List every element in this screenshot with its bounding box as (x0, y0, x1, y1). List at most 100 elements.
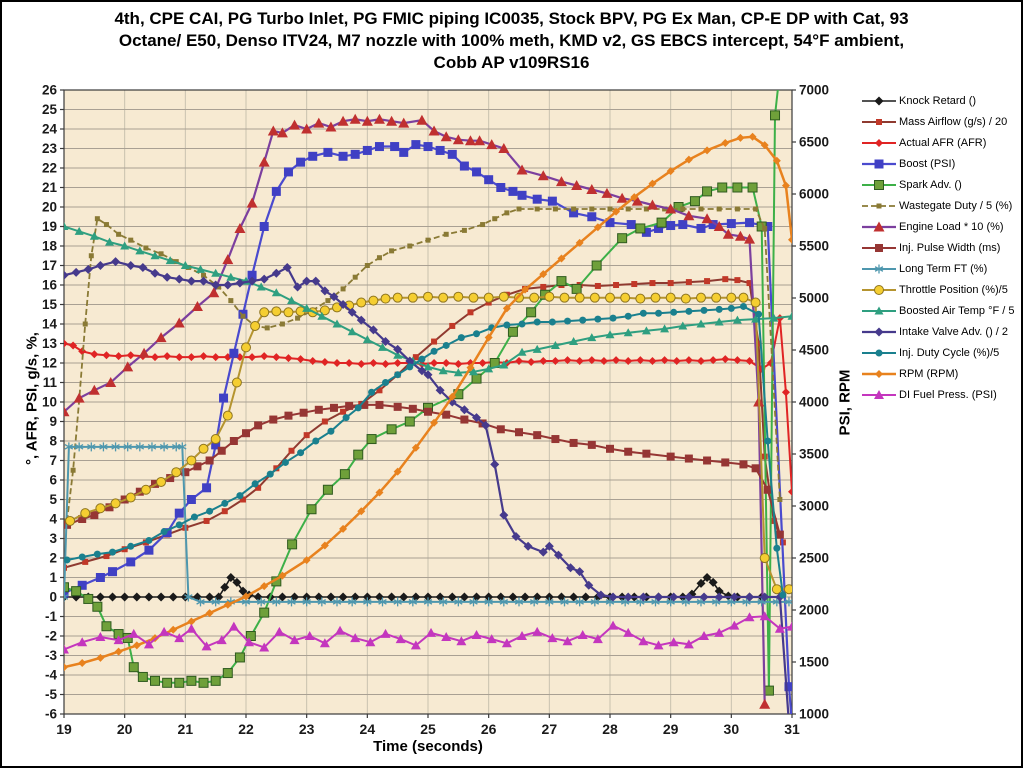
svg-text:3: 3 (49, 531, 57, 546)
legend-marker-icon (862, 118, 896, 125)
svg-text:4: 4 (49, 512, 57, 527)
legend-label: Wastegate Duty / 5 (%) (899, 199, 1013, 212)
series-di-fuel-press-psi- (64, 611, 792, 654)
legend-item: Inj. Pulse Width (ms) (862, 237, 1014, 258)
svg-text:12: 12 (42, 356, 57, 371)
series-throttle-position-5 (65, 291, 792, 595)
svg-text:5: 5 (49, 492, 57, 507)
legend-label: Intake Valve Adv. () / 2 (899, 325, 1009, 338)
svg-text:1500: 1500 (799, 655, 829, 670)
legend-item: Actual AFR (AFR) (862, 132, 1014, 153)
series-rpm-rpm- (64, 132, 792, 672)
legend-item: Boost (PSI) (862, 153, 1014, 174)
svg-text:24: 24 (360, 721, 376, 737)
svg-text:25: 25 (42, 102, 58, 117)
legend-item: Inj. Duty Cycle (%)/5 (862, 342, 1014, 363)
svg-text:28: 28 (602, 721, 618, 737)
legend-item: Mass Airflow (g/s) / 20 (862, 111, 1014, 132)
svg-text:2500: 2500 (799, 551, 829, 566)
legend-marker-icon (862, 159, 896, 168)
svg-text:15: 15 (42, 297, 58, 312)
svg-text:20: 20 (42, 200, 57, 215)
legend-marker-icon (862, 179, 896, 190)
svg-text:9: 9 (49, 414, 57, 429)
svg-text:18: 18 (42, 239, 58, 254)
legend-label: Boost (PSI) (899, 157, 956, 170)
legend-item: Knock Retard () (862, 90, 1014, 111)
svg-text:-1: -1 (45, 609, 57, 624)
series-boost-psi- (64, 140, 792, 714)
legend-marker-icon (862, 221, 896, 231)
svg-text:5000: 5000 (799, 291, 829, 306)
svg-text:21: 21 (178, 721, 194, 737)
svg-text:8: 8 (49, 434, 57, 449)
svg-text:3500: 3500 (799, 447, 829, 462)
svg-text:1000: 1000 (799, 707, 829, 722)
legend-marker-icon (862, 138, 896, 147)
legend-item: Intake Valve Adv. () / 2 (862, 321, 1014, 342)
svg-text:23: 23 (42, 141, 58, 156)
svg-text:19: 19 (56, 721, 72, 737)
legend-label: Throttle Position (%)/5 (899, 283, 1008, 296)
svg-text:-3: -3 (45, 648, 57, 663)
legend-label: RPM (RPM) (899, 367, 959, 380)
legend-marker-icon (862, 243, 896, 252)
legend-item: Engine Load * 10 (%) (862, 216, 1014, 237)
legend-marker-icon (862, 306, 896, 314)
legend-marker-icon (862, 327, 896, 336)
svg-text:26: 26 (481, 721, 497, 737)
series-intake-valve-adv-2 (64, 257, 790, 714)
legend-label: DI Fuel Press. (PSI) (899, 388, 997, 401)
svg-text:-5: -5 (45, 687, 57, 702)
x-axis-label: Time (seconds) (373, 738, 483, 755)
series-actual-afr-afr- (64, 314, 792, 496)
legend-marker-icon (862, 349, 896, 356)
svg-text:19: 19 (42, 219, 57, 234)
chart-title: 4th, CPE CAI, PG Turbo Inlet, PG FMIC pi… (114, 9, 909, 72)
svg-text:20: 20 (117, 721, 133, 737)
svg-text:29: 29 (663, 721, 679, 737)
legend-label: Inj. Pulse Width (ms) (899, 241, 1001, 254)
svg-text:22: 22 (42, 161, 57, 176)
legend-item: Throttle Position (%)/5 (862, 279, 1014, 300)
legend-marker-icon (862, 96, 896, 105)
svg-text:0: 0 (49, 590, 57, 605)
legend-item: DI Fuel Press. (PSI) (862, 384, 1014, 405)
svg-text:5500: 5500 (799, 239, 829, 254)
legend-label: Actual AFR (AFR) (899, 136, 987, 149)
series-spark-adv- (64, 90, 781, 696)
svg-text:-6: -6 (45, 707, 57, 722)
svg-text:1: 1 (49, 570, 57, 585)
legend-marker-icon (862, 369, 896, 378)
legend-marker-icon (862, 284, 896, 295)
series-inj-duty-cycle-5 (64, 302, 787, 599)
svg-text:25: 25 (420, 721, 436, 737)
svg-text:-4: -4 (45, 668, 57, 683)
svg-text:7: 7 (49, 453, 57, 468)
svg-text:4000: 4000 (799, 395, 829, 410)
svg-text:22: 22 (238, 721, 254, 737)
svg-text:4500: 4500 (799, 343, 829, 358)
legend-item: Wastegate Duty / 5 (%) (862, 195, 1014, 216)
svg-text:2: 2 (49, 551, 57, 566)
svg-text:31: 31 (784, 721, 800, 737)
svg-text:6000: 6000 (799, 187, 829, 202)
legend-marker-icon (862, 264, 896, 273)
legend-label: Engine Load * 10 (%) (899, 220, 1004, 233)
legend-item: Long Term FT (%) (862, 258, 1014, 279)
legend-item: Boosted Air Temp °F / 5 (862, 300, 1014, 321)
legend-label: Boosted Air Temp °F / 5 (899, 304, 1015, 317)
legend-item: RPM (RPM) (862, 363, 1014, 384)
svg-text:23: 23 (299, 721, 315, 737)
svg-text:13: 13 (42, 336, 58, 351)
legend-label: Long Term FT (%) (899, 262, 988, 275)
legend-marker-icon (862, 203, 896, 208)
svg-text:26: 26 (42, 83, 58, 98)
svg-text:14: 14 (42, 317, 58, 332)
svg-text:2000: 2000 (799, 603, 829, 618)
svg-text:10: 10 (42, 395, 57, 410)
svg-text:16: 16 (42, 278, 58, 293)
legend-item: Spark Adv. () (862, 174, 1014, 195)
